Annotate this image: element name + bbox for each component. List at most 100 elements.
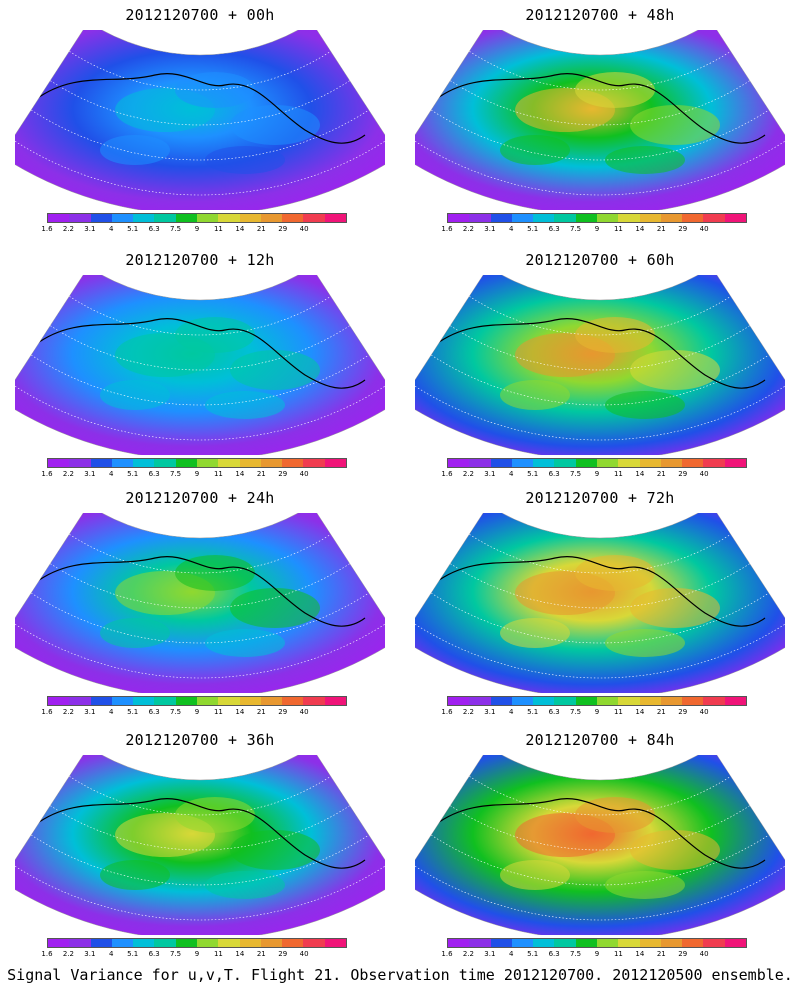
colorbar-tick-label: 7.5 [169,708,182,716]
colorbar-swatch [596,939,619,947]
colorbar-tick-label: 9 [594,708,600,716]
colorbar-swatch [490,697,512,705]
colorbar-swatch [490,459,512,467]
colorbar-swatch [69,697,91,705]
colorbar-ticks: 1.6 2.2 3.1 4 5.1 6.3 7.5 9 11 14 21 29 40 [441,225,747,237]
colorbar-swatch [260,459,283,467]
colorbar-tick-label: 21 [256,470,266,478]
colorbar-tick-label: 1.6 [441,708,453,716]
colorbar-swatch [469,939,491,947]
colorbar-swatch [724,939,746,947]
colorbar-swatch [660,214,683,222]
colorbar-swatch [682,459,704,467]
colorbar-swatch [511,939,534,947]
colorbar [447,458,747,468]
colorbar-tick-label: 1.6 [41,470,53,478]
colorbar-swatch [260,939,283,947]
colorbar-swatch [724,459,746,467]
colorbar-swatch [90,459,112,467]
colorbar-swatch [48,459,70,467]
colorbar-swatch [703,459,725,467]
colorbar-ticks: 1.6 2.2 3.1 4 5.1 6.3 7.5 9 11 14 21 29 40 [41,950,347,962]
colorbar-swatch [660,459,683,467]
colorbar [47,213,347,223]
colorbar-tick-label: 1.6 [441,470,453,478]
colorbar-swatch [575,939,597,947]
colorbar-tick-label: 6.3 [548,950,560,958]
colorbar-tick-label: 3.1 [484,950,496,958]
colorbar-swatch [196,214,219,222]
colorbar-swatch [239,939,261,947]
colorbar-swatch [448,697,470,705]
colorbar-tick-label: 4 [109,225,114,233]
colorbar-tick-label: 5.1 [527,470,539,478]
colorbar-tick-label: 3.1 [484,470,496,478]
colorbar-tick-label: 3.1 [84,470,96,478]
colorbar-tick-label: 4 [509,708,514,716]
colorbar-tick-label: 11 [613,225,623,233]
colorbar-tick-label: 14 [235,950,245,958]
colorbar [447,696,747,706]
colorbar-swatch [282,939,304,947]
colorbar-swatch [469,459,491,467]
colorbar-tick-label: 40 [299,708,309,716]
panel-title: 2012120700 + 36h [125,731,275,749]
colorbar-tick-label: 1.6 [41,950,53,958]
colorbar-tick-label: 40 [699,950,709,958]
colorbar-tick-label: 40 [299,470,309,478]
polar-sector-map [415,30,785,210]
colorbar-tick-label: 29 [278,225,288,233]
polar-sector-map [415,755,785,935]
colorbar-tick-label: 7.5 [569,708,582,716]
colorbar-swatch [239,214,261,222]
colorbar-tick-label: 4 [109,708,114,716]
colorbar-swatch [133,459,155,467]
colorbar-swatch [218,459,240,467]
colorbar-tick-label: 3.1 [484,708,496,716]
colorbar-tick-label: 6.3 [148,470,160,478]
colorbar-swatch [660,939,683,947]
colorbar-swatch [324,697,346,705]
colorbar-swatch [703,939,725,947]
colorbar-swatch [303,459,325,467]
colorbar-swatch [639,214,661,222]
polar-sector-map [415,275,785,455]
colorbar-tick-label: 9 [194,708,200,716]
colorbar-swatch [596,459,619,467]
colorbar-tick-label: 14 [635,225,645,233]
colorbar-tick-label: 6.3 [148,708,160,716]
colorbar-tick-label: 1.6 [441,225,453,233]
coastline [34,798,366,869]
colorbar-tick-label: 7.5 [569,225,582,233]
colorbar-swatch [533,459,555,467]
colorbar-swatch [469,697,491,705]
colorbar-tick-label: 1.6 [441,950,453,958]
colorbar-swatch [490,214,512,222]
colorbar-ticks: 1.6 2.2 3.1 4 5.1 6.3 7.5 9 11 14 21 29 40 [441,950,747,962]
colorbar-tick-label: 29 [678,225,688,233]
panel-title: 2012120700 + 72h [525,489,675,507]
colorbar-tick-label: 2.2 [462,708,474,716]
colorbar-swatch [639,939,661,947]
colorbar [447,213,747,223]
coastline [434,318,766,389]
colorbar-swatch [239,697,261,705]
colorbar-ticks: 1.6 2.2 3.1 4 5.1 6.3 7.5 9 11 14 21 29 40 [41,225,347,237]
colorbar-swatch [218,939,240,947]
colorbar-tick-label: 1.6 [41,708,53,716]
colorbar-tick-label: 4 [109,470,114,478]
colorbar-swatch [490,939,512,947]
colorbar-swatch [303,214,325,222]
colorbar-tick-label: 5.1 [527,950,539,958]
colorbar-swatch [448,459,470,467]
colorbar-swatch [175,459,197,467]
colorbar-swatch [448,939,470,947]
colorbar-swatch [554,459,576,467]
colorbar-swatch [575,697,597,705]
colorbar-tick-label: 4 [509,950,514,958]
colorbar-tick-label: 7.5 [569,470,582,478]
colorbar-swatch [324,214,346,222]
colorbar-tick-label: 21 [656,470,666,478]
colorbar-swatch [90,939,112,947]
colorbar-tick-label: 7.5 [169,950,182,958]
